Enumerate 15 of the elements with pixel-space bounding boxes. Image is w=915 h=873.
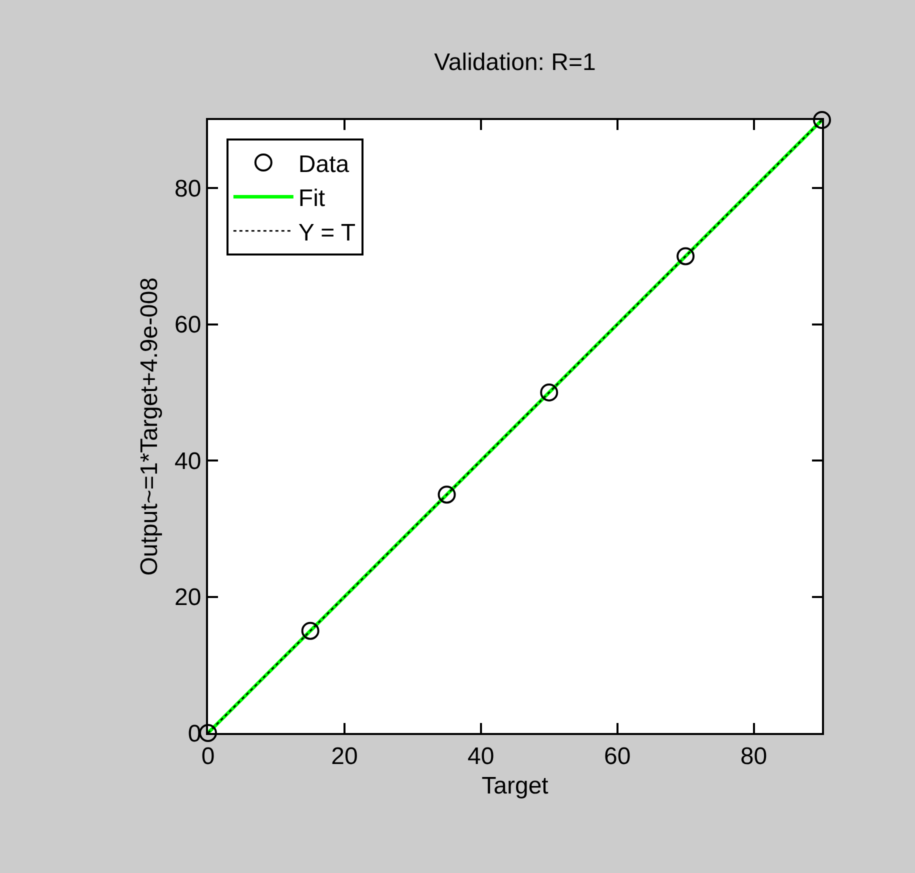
y-tick-label: 60 [174,312,202,339]
legend-label: Data [298,150,350,178]
legend-label: Y = T [298,219,356,246]
y-tick-label: 20 [174,584,202,612]
x-tick-label: 20 [331,742,358,770]
x-tick-label: 80 [740,742,768,770]
chart-title: Validation: R=1 [434,48,596,76]
y-tick-label: 80 [174,176,202,203]
y-axis-title: Output~=1*Target+4.9e-008 [136,277,164,576]
x-tick-label: 40 [468,742,494,770]
legend-label: Fit [298,185,326,212]
y-tick-label: 0 [188,720,202,748]
y-tick-label: 40 [174,448,202,475]
x-axis-title: Target [482,772,549,800]
x-tick-label: 60 [604,742,631,770]
